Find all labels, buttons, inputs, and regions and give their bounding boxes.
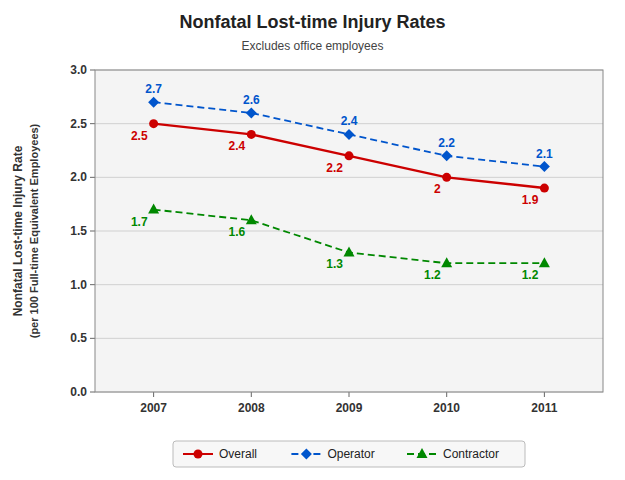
- y-tick-label: 0.0: [70, 385, 87, 399]
- plot-background: [95, 70, 603, 392]
- plot-frame: [95, 70, 603, 392]
- point: [540, 184, 549, 193]
- data-label: 2.4: [229, 139, 246, 153]
- y-tick: [90, 177, 95, 178]
- y-tick-label: 1.5: [70, 224, 87, 238]
- legend-marker: [417, 448, 428, 458]
- point: [148, 204, 159, 214]
- data-label: 2.7: [145, 82, 162, 96]
- x-tick-label: 2008: [238, 401, 265, 415]
- point: [539, 161, 550, 172]
- y-tick-label: 3.0: [70, 63, 87, 77]
- legend-label: Operator: [327, 447, 374, 461]
- x-tick: [544, 392, 545, 397]
- data-label: 1.9: [522, 193, 539, 207]
- y-axis-label: (per 100 Full-time Equivalent Employees): [28, 123, 40, 338]
- data-label: 2.6: [243, 93, 260, 107]
- grid-line: [95, 284, 603, 285]
- chart: Nonfatal Lost-time Injury Rates Excludes …: [0, 0, 625, 480]
- y-tick-label: 1.0: [70, 278, 87, 292]
- y-tick: [90, 392, 95, 393]
- y-axis-label: Nonfatal Lost-time Injury Rate: [11, 145, 25, 316]
- x-tick-label: 2009: [336, 401, 363, 415]
- x-tick: [251, 392, 252, 397]
- point: [247, 130, 256, 139]
- grid-line: [95, 338, 603, 339]
- data-label: 2.1: [536, 147, 553, 161]
- point: [344, 129, 355, 140]
- y-tick-label: 2.5: [70, 117, 87, 131]
- legend-label: Overall: [219, 447, 257, 461]
- marks: [148, 97, 550, 268]
- data-label: 2.2: [438, 136, 455, 150]
- legend-box: [173, 441, 525, 467]
- x-tick: [153, 392, 154, 397]
- point: [539, 257, 550, 267]
- data-label: 1.2: [522, 268, 539, 282]
- x-tick-label: 2010: [433, 401, 460, 415]
- y-tick: [90, 70, 95, 71]
- point: [344, 246, 355, 256]
- legend-label: Contractor: [443, 447, 499, 461]
- point: [149, 119, 158, 128]
- series-line: [154, 102, 545, 166]
- y-grid: [95, 70, 603, 392]
- x-tick-label: 2007: [140, 401, 167, 415]
- x-tick: [446, 392, 447, 397]
- legend-marker: [194, 450, 203, 459]
- y-tick: [90, 284, 95, 285]
- point: [246, 214, 257, 224]
- data-label: 1.7: [131, 215, 148, 229]
- point: [246, 107, 257, 118]
- series-line: [154, 210, 545, 264]
- point: [442, 173, 451, 182]
- y-tick-label: 0.5: [70, 331, 87, 345]
- grid-line: [95, 177, 603, 178]
- y-tick: [90, 231, 95, 232]
- y-tick: [90, 123, 95, 124]
- y-tick: [90, 338, 95, 339]
- x-tick-label: 2011: [531, 401, 557, 415]
- data-label: 2.2: [326, 161, 343, 175]
- point: [441, 150, 452, 161]
- data-labels: 2.5 2.4 2.2 2 1.9 2.7 2.6 2.4 2.2 2.1 1.7 1.6 1.3 1.2…: [131, 82, 553, 282]
- data-label: 1.2: [424, 268, 441, 282]
- point: [441, 257, 452, 267]
- data-label: 2.4: [341, 114, 358, 128]
- y-tick-label: 2.0: [70, 170, 87, 184]
- grid-line: [95, 231, 603, 232]
- legend-marker: [301, 449, 312, 460]
- series-line: [154, 124, 545, 188]
- point: [345, 151, 354, 160]
- x-tick: [349, 392, 350, 397]
- point: [148, 97, 159, 108]
- data-label: 1.3: [326, 257, 343, 271]
- data-label: 1.6: [229, 225, 246, 239]
- legend: Overall Operator Contractor: [173, 441, 525, 467]
- data-label: 2: [434, 182, 441, 196]
- data-label: 2.5: [131, 129, 148, 143]
- title: Nonfatal Lost-time Injury Rates: [179, 12, 445, 32]
- subtitle: Excludes office employees: [242, 39, 384, 53]
